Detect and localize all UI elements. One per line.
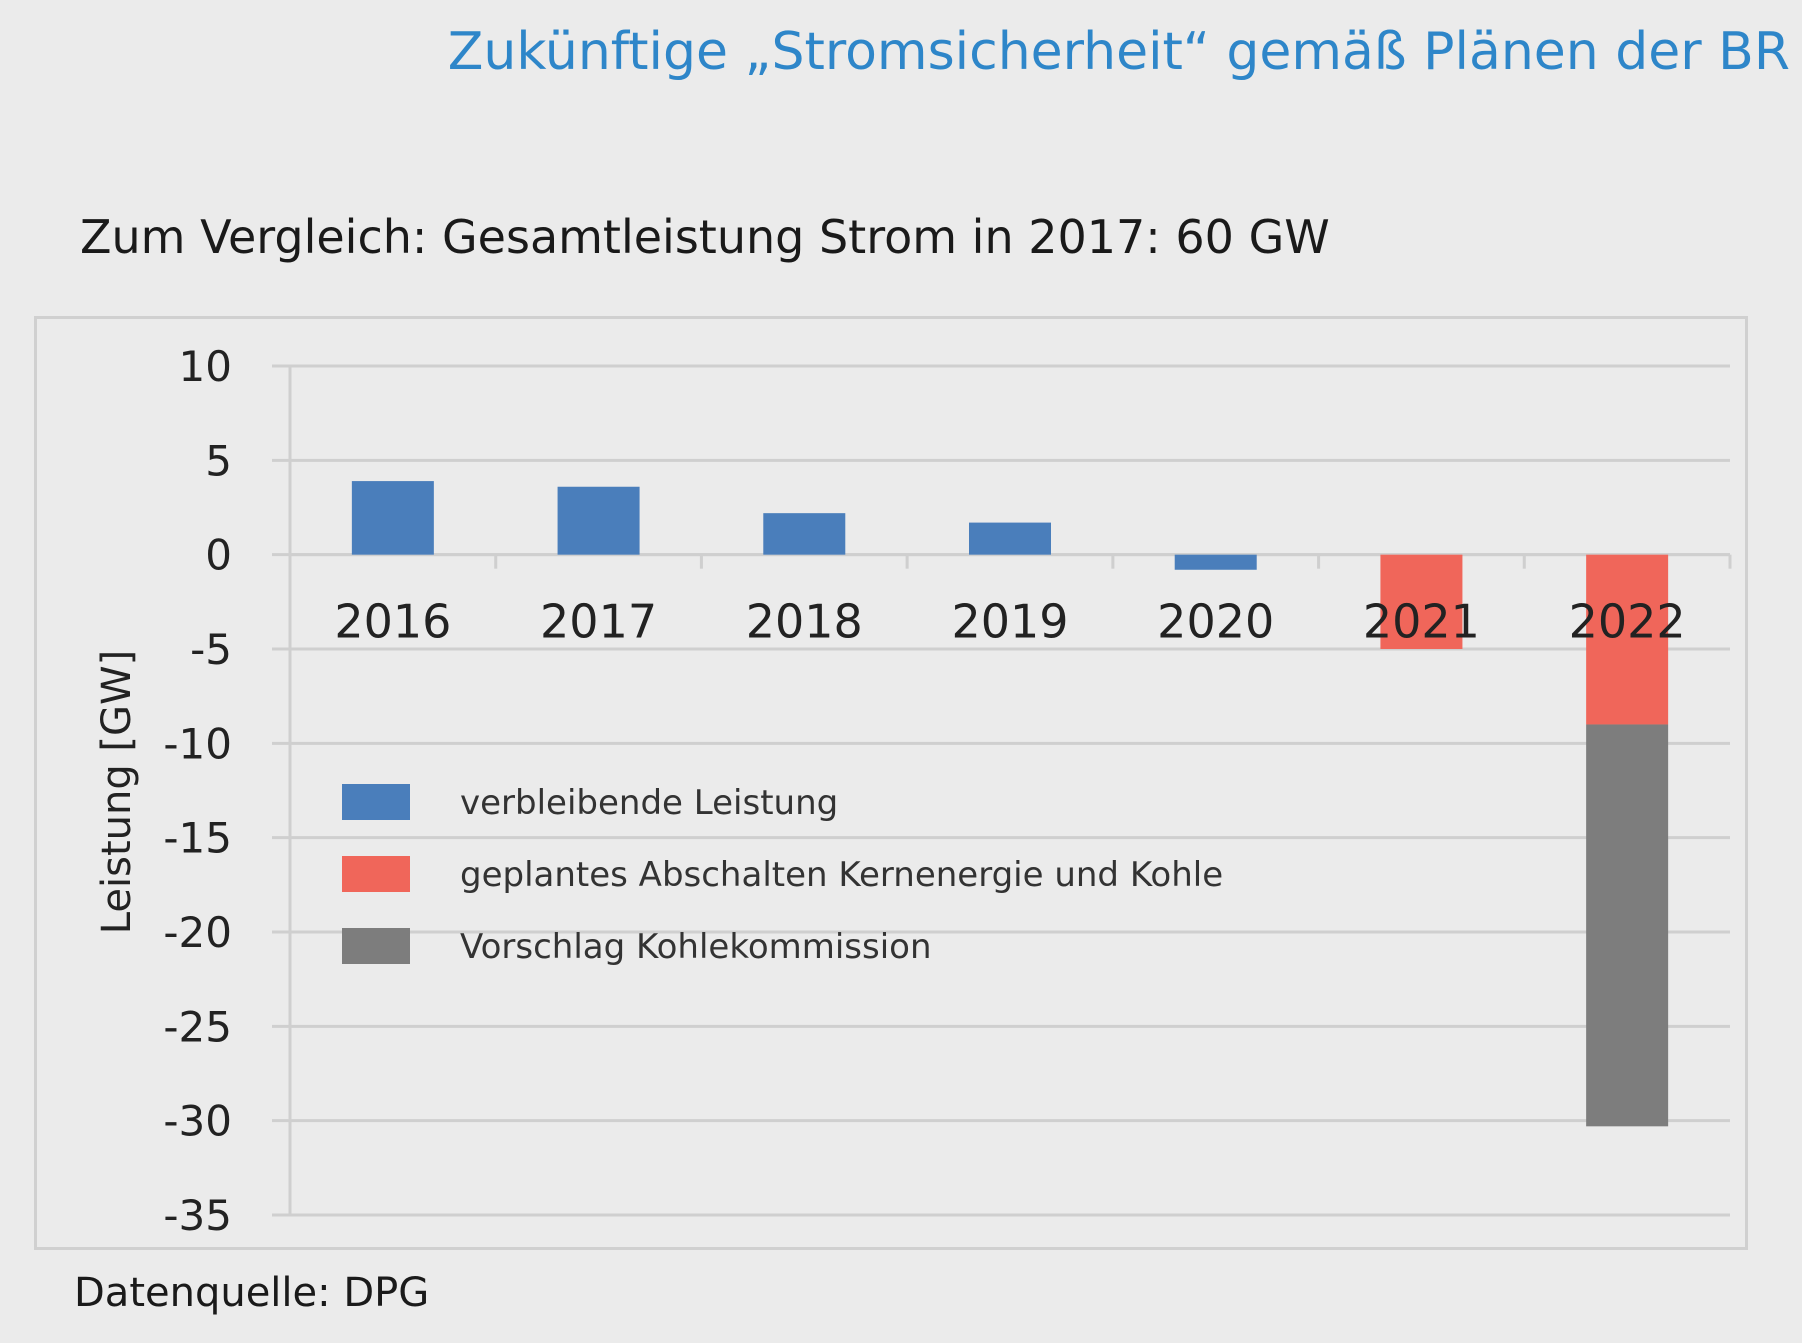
slide-title: Zukünftige „Stromsicherheit“ gemäß Pläne…	[447, 22, 1790, 82]
legend-swatch	[342, 856, 410, 892]
bar	[351, 481, 434, 555]
y-tick-label: -20	[163, 908, 232, 957]
y-axis-title: Leistung [GW]	[94, 650, 140, 934]
y-tick-label: 5	[205, 436, 232, 485]
chart-frame	[34, 316, 1748, 1250]
y-tick-label: -35	[163, 1191, 232, 1240]
x-tick-label: 2018	[746, 595, 863, 649]
y-tick-label: -5	[190, 625, 232, 674]
bar	[763, 513, 846, 555]
y-tick-label: 0	[205, 531, 232, 580]
comparison-subtitle: Zum Vergleich: Gesamtleistung Strom in 2…	[80, 210, 1330, 264]
x-tick-label: 2017	[540, 595, 657, 649]
y-tick-label: -10	[163, 719, 232, 768]
y-tick-label: -15	[163, 814, 232, 863]
bar	[969, 522, 1051, 555]
y-tick-label: -25	[163, 1002, 232, 1051]
x-tick-label: 2021	[1363, 595, 1480, 649]
bar	[557, 486, 640, 555]
y-tick-label: -30	[163, 1097, 232, 1146]
x-tick-label: 2016	[334, 595, 451, 649]
bar	[1380, 554, 1463, 649]
x-tick-label: 2019	[951, 595, 1068, 649]
legend-swatch	[342, 928, 410, 964]
y-tick-label: 10	[179, 342, 232, 391]
bar	[1174, 554, 1257, 570]
legend-label: verbleibende Leistung	[460, 783, 838, 823]
x-tick-label: 2022	[1569, 595, 1686, 649]
x-tick-label: 2020	[1157, 595, 1274, 649]
bar	[1586, 724, 1669, 1127]
legend-label: geplantes Abschalten Kernenergie und Koh…	[460, 855, 1223, 895]
bar	[1586, 554, 1669, 725]
data-source: Datenquelle: DPG	[74, 1270, 430, 1316]
legend-label: Vorschlag Kohlekommission	[460, 927, 932, 967]
legend-swatch	[342, 784, 410, 820]
